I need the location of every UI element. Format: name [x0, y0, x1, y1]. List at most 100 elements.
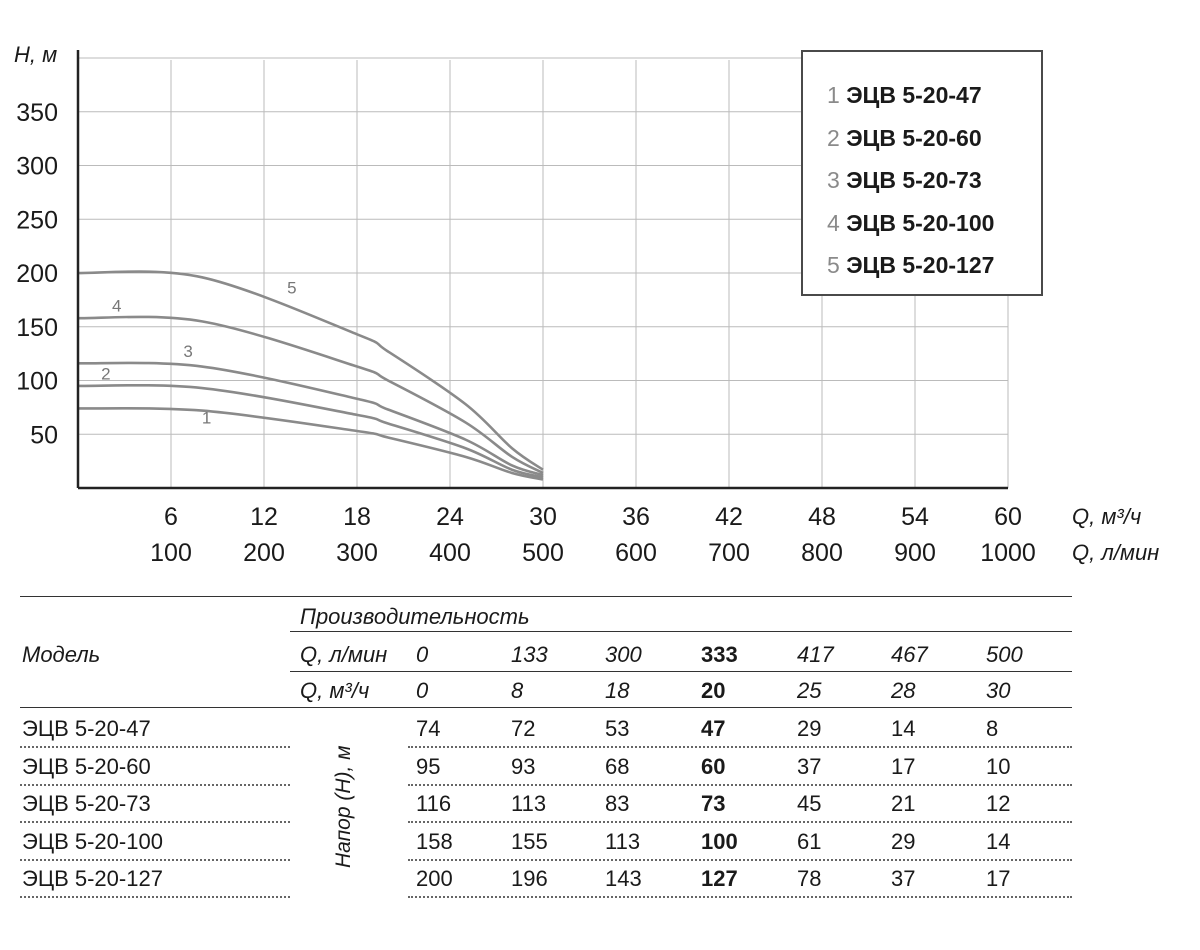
performance-table: Производительность Модель Q, л/мин Q, м³/ч 0…: [0, 590, 1200, 930]
y-tick-label: 350: [16, 99, 58, 127]
series-line-5: [77, 270, 544, 471]
q-m3h-value: 18: [605, 678, 630, 703]
table-rule: [20, 896, 290, 898]
table-cell: 17: [891, 753, 916, 779]
table-cell: 14: [986, 828, 1011, 854]
table-cell: 10: [986, 753, 1011, 779]
table-cell: 17: [986, 866, 1011, 891]
q-lmin-value: 467: [891, 642, 928, 667]
table-rule: [408, 896, 1072, 898]
x-tick-label-lmin: 100: [150, 539, 192, 567]
x-tick-label-lmin: 200: [243, 539, 285, 567]
q-lmin-value: 333: [701, 642, 738, 667]
curve-label-4: 4: [112, 297, 121, 316]
table-cell: 158: [416, 828, 453, 854]
table-cell: 37: [891, 866, 916, 891]
table-rule: [20, 783, 290, 786]
table-cell: 127: [701, 866, 738, 891]
legend-number: 5: [827, 252, 847, 278]
series-line-4: [77, 315, 544, 475]
table-cell: 29: [797, 716, 822, 741]
table-row-model: ЭЦВ 5-20-100: [22, 828, 163, 854]
table-rule: [20, 596, 1072, 597]
x-tick-label-m3h: 36: [622, 503, 650, 531]
table-row-model: ЭЦВ 5-20-73: [22, 791, 151, 816]
table-cell: 8: [986, 716, 999, 741]
curve-labels: 1 2 3 4 5: [101, 278, 296, 427]
table-cell: 93: [511, 753, 536, 779]
q-m3h-value: 20: [701, 678, 726, 703]
x-tick-label-lmin: 300: [336, 539, 378, 567]
x-tick-label-m3h: 24: [436, 503, 464, 531]
q-m3h-value: 25: [797, 678, 822, 703]
table-cell: 196: [511, 866, 548, 891]
legend-number: 2: [827, 124, 847, 151]
y-axis-label: H, м: [14, 42, 57, 67]
table-cell: 100: [701, 828, 738, 854]
table-cell: 200: [416, 866, 453, 891]
table-rule: [408, 783, 1072, 786]
x-tick-label-lmin: 900: [894, 539, 936, 567]
table-cell: 47: [701, 716, 726, 741]
y-tick-label: 150: [16, 314, 58, 342]
chart-legend: 1 ЭЦВ 5-20-47 2 ЭЦВ 5-20-60 3 ЭЦВ 5-20-73 4…: [801, 50, 1043, 296]
table-rule: [20, 707, 1072, 708]
q-lmin-value: 300: [605, 642, 642, 667]
table-rule: [408, 858, 1072, 861]
table-rule: [290, 671, 1072, 672]
table-row-model: ЭЦВ 5-20-47: [22, 716, 151, 741]
table-cell: 72: [511, 716, 536, 741]
table-cell: 143: [605, 866, 642, 891]
table-cell: 83: [605, 791, 630, 816]
table-cell: 45: [797, 791, 822, 816]
table-cell: 53: [605, 716, 630, 741]
table-cell: 61: [797, 828, 822, 854]
table-rule: [290, 631, 1072, 632]
table-cell: 155: [511, 828, 548, 854]
table-cell: 29: [891, 828, 916, 854]
table-rule: [408, 746, 1072, 748]
table-cell: 37: [797, 753, 822, 779]
legend-item: 1 ЭЦВ 5-20-47: [827, 74, 1041, 117]
q-m3h-value: 30: [986, 678, 1011, 703]
x-tick-label-m3h: 60: [994, 503, 1022, 531]
x-tick-label-m3h: 6: [164, 503, 178, 531]
table-cell: 12: [986, 791, 1011, 816]
table-cell: 14: [891, 716, 916, 741]
table-rule: [20, 746, 290, 748]
x-tick-label-m3h: 30: [529, 503, 557, 531]
legend-number: 3: [827, 167, 847, 193]
q-m3h-value: 0: [416, 678, 429, 703]
table-cell: 78: [797, 866, 822, 891]
series-line-2: [77, 383, 544, 479]
model-header: Модель: [22, 642, 101, 667]
legend-item: 3 ЭЦВ 5-20-73: [827, 159, 1041, 202]
curve-label-5: 5: [287, 278, 296, 297]
table-cell: 68: [605, 753, 630, 779]
legend-model: ЭЦВ 5-20-47: [846, 82, 982, 108]
legend-number: 4: [827, 209, 847, 236]
head-axis-label: Напор (Н), м: [332, 745, 355, 868]
y-tick-label: 50: [30, 421, 58, 449]
chart-curves: [77, 270, 544, 481]
x-tick-label-lmin: 400: [429, 539, 471, 567]
curve-label-2: 2: [101, 364, 110, 383]
table-rule: [20, 821, 290, 823]
q-m3h-label: Q, м³/ч: [300, 678, 370, 703]
x-tick-label-lmin: 500: [522, 539, 564, 567]
curve-label-1: 1: [202, 409, 211, 428]
q-lmin-value: 417: [797, 642, 834, 667]
table-cell: 116: [416, 791, 452, 816]
table-row-model: ЭЦВ 5-20-60: [22, 753, 151, 779]
x-tick-label-lmin: 700: [708, 539, 750, 567]
table-rule: [20, 858, 290, 861]
curve-label-3: 3: [183, 342, 192, 361]
series-line-1: [77, 406, 544, 481]
legend-item: 5 ЭЦВ 5-20-127: [827, 244, 1041, 287]
x-tick-label-lmin: 800: [801, 539, 843, 567]
x-axis-label-m3h: Q, м³/ч: [1072, 504, 1141, 529]
q-lmin-label: Q, л/мин: [300, 642, 388, 667]
q-lmin-value: 133: [511, 642, 548, 667]
table-cell: 113: [605, 828, 641, 854]
